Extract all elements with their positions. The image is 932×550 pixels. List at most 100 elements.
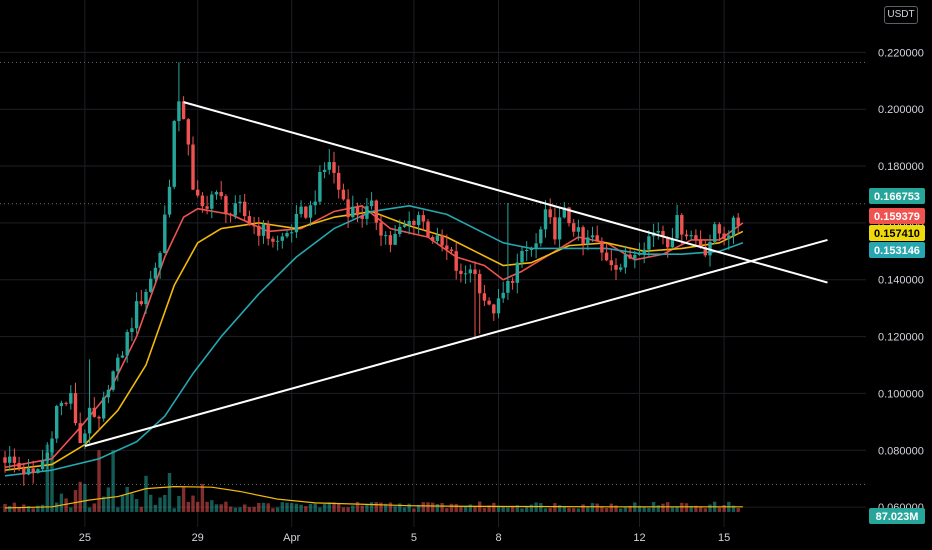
candle-body — [614, 265, 618, 270]
price-axis[interactable]: 0.2200000.2000000.1800000.1600000.140000… — [878, 47, 924, 514]
candle-body — [26, 468, 31, 475]
time-tick-label: Apr — [283, 532, 300, 544]
volume-bar — [684, 503, 689, 512]
volume-bar — [736, 508, 740, 512]
candle-body — [637, 253, 642, 255]
price-tag-label: 0.166753 — [874, 191, 920, 203]
volume-bar — [210, 500, 214, 512]
candle-body — [12, 456, 17, 463]
candle-body — [50, 438, 54, 453]
volume-bar — [576, 508, 581, 512]
volume-bar — [313, 503, 317, 512]
volume-bar — [158, 497, 162, 512]
volume-bar — [83, 483, 87, 512]
candle-body — [200, 195, 205, 207]
candle-body — [520, 250, 524, 263]
candle-body — [562, 207, 566, 218]
volume-bar — [153, 504, 158, 512]
candle-body — [116, 357, 120, 372]
candle-body — [228, 214, 233, 216]
volume-bar — [22, 504, 26, 512]
volume-bar — [614, 505, 618, 512]
volume-bar — [327, 502, 331, 512]
candle-body — [698, 240, 703, 247]
volume-bar — [280, 502, 284, 512]
candle-body — [694, 235, 698, 241]
candle-body — [97, 416, 101, 419]
candle-body — [553, 217, 557, 240]
candle-body — [318, 171, 322, 202]
volume-bar — [172, 508, 176, 512]
volume-bar — [139, 506, 143, 512]
volume-bar — [670, 507, 675, 512]
candle-body — [210, 194, 214, 209]
time-axis[interactable]: 25 29 Apr 5 8 12 15 — [79, 532, 730, 544]
volume-bar — [177, 495, 181, 512]
price-tag-label: 0.157410 — [874, 228, 920, 240]
volume-bar — [181, 487, 186, 512]
candle-body — [680, 215, 684, 235]
volume-bar — [572, 508, 576, 512]
volume-bar — [285, 502, 289, 512]
volume-bar — [45, 444, 49, 512]
candle-body — [722, 233, 726, 239]
volume-bar — [567, 507, 571, 512]
volume-bar — [393, 506, 397, 512]
volume-bar — [369, 502, 374, 512]
candle-body — [299, 206, 303, 214]
candle-body — [214, 192, 219, 195]
volume-bar — [731, 505, 736, 512]
candlesticks — [3, 62, 740, 486]
candle-body — [243, 201, 247, 217]
candle-body — [402, 225, 407, 227]
volume-bar — [525, 507, 529, 512]
candle-body — [59, 402, 64, 407]
volume-bar — [214, 504, 219, 512]
volume-bar — [360, 505, 364, 512]
candle-body — [233, 203, 237, 216]
volume-bar — [487, 505, 491, 512]
candle-body — [727, 235, 731, 239]
volume-bar — [463, 506, 468, 512]
price-tick-label: 0.140000 — [878, 275, 924, 287]
candle-body — [257, 225, 261, 236]
volume-bar — [388, 502, 393, 512]
candle-body — [539, 229, 543, 244]
volume-bar — [106, 487, 111, 512]
trendlines[interactable] — [84, 101, 828, 447]
candle-body — [449, 249, 454, 252]
volume-bar — [252, 506, 256, 512]
candle-body — [55, 406, 59, 439]
candle-body — [294, 213, 299, 233]
volume-bar — [351, 505, 355, 512]
volume-tag — [869, 508, 925, 524]
candle-body — [548, 209, 552, 218]
candle-body — [572, 223, 576, 232]
candle-body — [149, 278, 153, 292]
candle-body — [290, 232, 294, 234]
volume-bar — [337, 503, 341, 512]
candle-body — [181, 101, 186, 120]
volume-bar — [501, 506, 505, 512]
candle-body — [581, 227, 585, 245]
candle-body — [73, 393, 78, 424]
volume-bar — [543, 508, 548, 512]
volume-bar — [473, 506, 477, 512]
volume-bar — [703, 508, 707, 512]
volume-bar — [134, 498, 139, 512]
volume-bar — [275, 507, 280, 512]
volume-bar — [468, 504, 472, 512]
candle-body — [163, 214, 167, 253]
currency-badge[interactable]: USDT — [884, 6, 918, 24]
volume-bar — [243, 504, 247, 512]
volume-bar — [689, 505, 693, 512]
volume-bar — [346, 507, 350, 512]
volume-bar — [431, 502, 435, 512]
candle-body — [106, 389, 111, 398]
candle-body — [482, 293, 487, 301]
candle-body — [219, 192, 223, 197]
volume-bar — [102, 496, 106, 512]
candle-body — [64, 402, 68, 404]
volume-bar — [365, 504, 369, 512]
